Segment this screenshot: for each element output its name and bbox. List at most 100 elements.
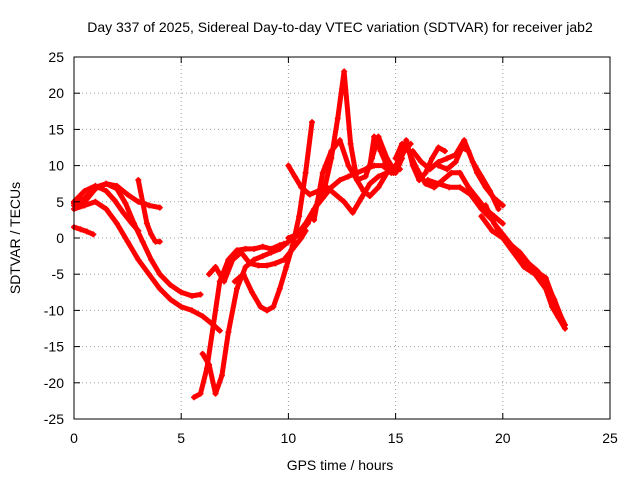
data-point	[354, 177, 361, 184]
x-tick-label: 5	[177, 430, 185, 446]
data-point	[197, 291, 204, 298]
data-point	[439, 177, 446, 184]
data-point	[311, 206, 318, 213]
data-point	[422, 180, 429, 187]
data-point	[551, 296, 558, 303]
data-point	[347, 140, 354, 147]
data-point	[332, 191, 339, 198]
x-tick-label: 15	[388, 430, 404, 446]
data-point	[251, 245, 258, 252]
series-track-4	[71, 198, 223, 334]
data-point	[435, 162, 442, 169]
data-point	[478, 213, 485, 220]
data-point	[255, 262, 262, 269]
data-point	[240, 271, 247, 278]
data-point	[354, 169, 361, 176]
data-point	[482, 202, 489, 209]
data-point	[549, 303, 556, 310]
data-point	[285, 162, 292, 169]
data-point	[302, 220, 309, 227]
data-point	[510, 249, 517, 256]
data-point	[319, 195, 326, 202]
data-point	[306, 191, 313, 198]
data-point	[495, 206, 502, 213]
x-tick-label: 20	[495, 430, 511, 446]
y-tick-label: 0	[56, 230, 64, 246]
data-point	[83, 228, 90, 235]
x-tick-label: 10	[281, 430, 297, 446]
data-point	[467, 191, 474, 198]
data-point	[246, 260, 253, 267]
series-line	[71, 224, 96, 237]
y-tick-label: 20	[48, 85, 64, 101]
y-tick-label: -15	[44, 339, 64, 355]
data-point	[366, 162, 373, 169]
data-point	[392, 155, 399, 162]
data-point	[516, 249, 523, 256]
data-point	[139, 238, 146, 245]
data-point	[218, 372, 225, 379]
data-point	[409, 148, 416, 155]
x-tick-label: 25	[602, 430, 618, 446]
y-tick-label: 5	[56, 194, 64, 210]
y-axis-label: SDTVAR / TECUs	[7, 182, 23, 294]
data-point	[128, 220, 135, 227]
data-point	[444, 155, 451, 162]
data-point	[191, 394, 198, 401]
data-point	[148, 256, 155, 263]
data-point	[302, 227, 309, 234]
data-point	[429, 155, 436, 162]
data-point	[212, 263, 219, 270]
data-point	[456, 184, 463, 191]
data-point	[446, 184, 453, 191]
y-tick-label: 15	[48, 121, 64, 137]
data-point	[328, 184, 335, 191]
data-point	[345, 173, 352, 180]
data-point	[435, 144, 442, 151]
data-point	[197, 390, 204, 397]
data-point	[336, 137, 343, 144]
data-point	[188, 292, 195, 299]
series-track-6	[135, 177, 163, 245]
data-point	[103, 206, 110, 213]
data-point	[90, 231, 97, 238]
data-point	[233, 247, 240, 254]
data-point	[167, 282, 174, 289]
data-point	[435, 180, 442, 187]
data-point	[270, 303, 277, 310]
data-point	[384, 162, 391, 169]
data-point	[276, 285, 283, 292]
data-point	[139, 198, 146, 205]
series-line	[232, 119, 315, 313]
data-point	[92, 198, 99, 205]
data-point	[206, 361, 213, 368]
data-point	[390, 169, 397, 176]
data-point	[210, 321, 217, 328]
data-point	[508, 242, 515, 249]
series-line	[483, 202, 566, 324]
data-point	[456, 169, 463, 176]
data-point	[146, 202, 153, 209]
data-point	[283, 263, 290, 270]
data-point	[542, 278, 549, 285]
data-point	[242, 263, 249, 270]
data-point	[167, 296, 174, 303]
data-point	[328, 148, 335, 155]
data-point	[216, 327, 223, 334]
data-point	[426, 166, 433, 173]
data-point	[124, 238, 131, 245]
x-tick-label: 0	[70, 430, 78, 446]
data-point	[441, 148, 448, 155]
data-point	[489, 227, 496, 234]
data-point	[289, 242, 296, 249]
data-point	[371, 133, 378, 140]
data-point	[135, 256, 142, 263]
data-point	[103, 180, 110, 187]
y-tick-label: -20	[44, 375, 64, 391]
data-point	[465, 184, 472, 191]
data-point	[366, 193, 373, 200]
data-point	[360, 187, 367, 194]
data-point	[334, 115, 341, 122]
data-point	[362, 173, 369, 180]
